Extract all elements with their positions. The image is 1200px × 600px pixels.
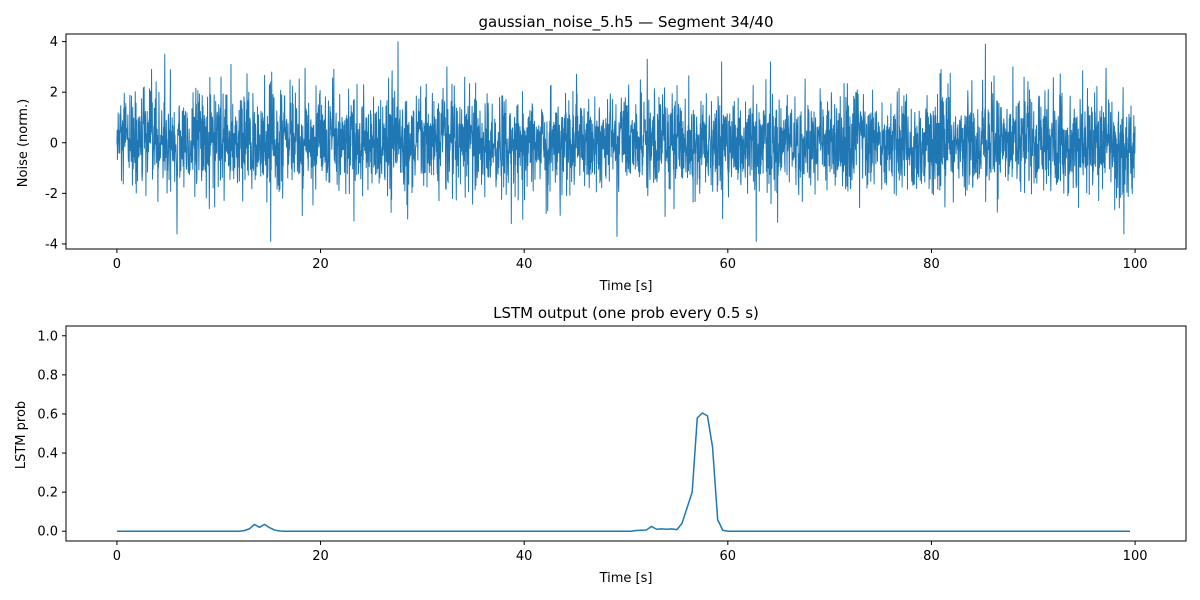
lstm-y-tick-label: 0.6 [37,407,58,422]
lstm-ticks: 0 20 40 60 80 100 0.0 0.2 0.4 0.6 0.8 1.0 [37,329,1147,564]
lstm-y-tick-label: 1.0 [37,329,58,344]
noise-x-tick-label: 100 [1123,257,1148,272]
noise-x-tick-label: 80 [923,257,940,272]
lstm-x-tick-label: 100 [1123,549,1148,564]
lstm-axes-frame [65,325,1187,542]
lstm-y-tick-label: 0.8 [37,368,58,383]
lstm-x-axis-label: Time [s] [599,571,653,586]
noise-x-tick-label: 0 [113,257,121,272]
lstm-y-tick-label: 0.2 [37,486,58,501]
noise-x-tick-label: 20 [312,257,329,272]
lstm-plot-area [116,412,1130,532]
noise-axes-frame [65,33,1187,250]
noise-ticks: 0 20 40 60 80 100 -4 -2 0 2 4 [45,35,1147,272]
lstm-chart-title: LSTM output (one prob every 0.5 s) [493,304,759,322]
noise-y-tick-label: -2 [45,187,58,202]
lstm-x-tick-label: 0 [113,549,121,564]
lstm-y-tick-label: 0.4 [37,447,58,462]
lstm-panel: LSTM output (one prob every 0.5 s) Time … [14,304,1187,586]
noise-y-axis-label: Noise (norm.) [16,99,31,187]
lstm-x-tick-label: 20 [312,549,329,564]
noise-y-tick-label: 0 [50,136,58,151]
lstm-x-tick-label: 40 [516,549,533,564]
lstm-x-tick-label: 60 [720,549,737,564]
noise-y-tick-label: 2 [50,86,58,101]
noise-y-tick-label: 4 [50,35,58,50]
noise-series-line [116,41,1136,242]
lstm-x-tick-label: 80 [923,549,940,564]
noise-x-tick-label: 60 [720,257,737,272]
noise-x-tick-label: 40 [516,257,533,272]
noise-y-tick-label: -4 [45,237,58,252]
lstm-y-axis-label: LSTM prob [14,401,29,469]
noise-x-axis-label: Time [s] [599,279,653,294]
noise-plot-area [116,41,1136,242]
lstm-series-line [116,412,1130,532]
lstm-y-tick-label: 0.0 [37,525,58,540]
noise-panel: gaussian_noise_5.h5 — Segment 34/40 Time… [16,13,1187,294]
noise-chart-title: gaussian_noise_5.h5 — Segment 34/40 [478,13,773,32]
